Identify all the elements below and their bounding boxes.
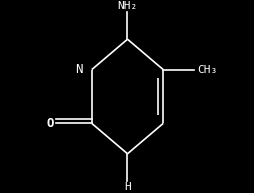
Text: H: H xyxy=(124,182,130,192)
Text: CH₃: CH₃ xyxy=(197,65,217,75)
Text: NH₂: NH₂ xyxy=(117,1,137,11)
Text: N: N xyxy=(75,63,83,76)
Text: O: O xyxy=(46,117,54,130)
